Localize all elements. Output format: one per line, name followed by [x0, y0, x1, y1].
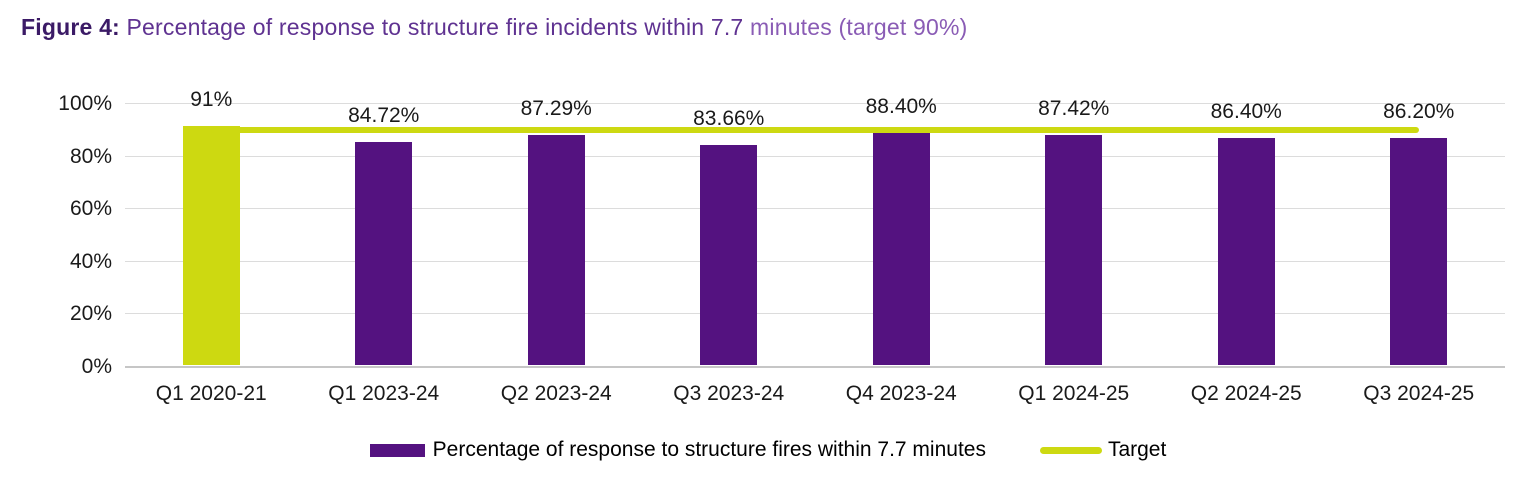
- y-tick-label: 20%: [69, 302, 112, 326]
- y-tick-label: 60%: [69, 197, 112, 221]
- legend-item-series: Percentage of response to structure fire…: [369, 438, 986, 462]
- target-line-swatch-icon: [1039, 446, 1102, 454]
- bar-q1-2024-25: [1045, 135, 1103, 365]
- legend-item-target: Target: [1039, 438, 1167, 462]
- x-tick-label: Q2 2023-24: [500, 382, 612, 405]
- x-axis-line: [125, 366, 1505, 368]
- y-tick-label: 80%: [69, 144, 112, 168]
- bar-value-label: 87.42%: [1038, 97, 1110, 121]
- plot-area: 91% 84.72% 87.29% 83.66% 88.40% 87.42% 86.40% 8…: [125, 88, 1505, 368]
- x-tick-label: Q3 2023-24: [673, 382, 785, 405]
- bar-value-label: 86.20%: [1383, 100, 1455, 124]
- legend-target-label: Target: [1107, 438, 1167, 461]
- gridline: [125, 208, 1505, 210]
- bar-series-swatch-icon: [369, 443, 425, 457]
- bar-q4-2023-24: [872, 132, 930, 365]
- gridline: [125, 260, 1505, 262]
- bar-q3-2023-24: [700, 144, 758, 365]
- y-tick-label: 0%: [81, 355, 112, 378]
- chart-title-suffix: minutes (target 90%): [750, 14, 968, 40]
- chart-title-main: Percentage of response to structure fire…: [119, 14, 751, 40]
- bar-q3-2024-25: [1390, 138, 1448, 365]
- bar-value-label: 87.29%: [520, 97, 592, 121]
- chart-title-prefix: Figure 4:: [21, 14, 120, 40]
- bar-q2-2024-25: [1217, 137, 1275, 365]
- gridline: [125, 155, 1505, 157]
- legend: Percentage of response to structure fire…: [0, 438, 1536, 462]
- bar-value-label: 86.40%: [1210, 99, 1282, 123]
- gridline: [125, 103, 1505, 104]
- x-tick-label: Q1 2020-21: [155, 382, 267, 405]
- chart-title: Figure 4: Percentage of response to stru…: [21, 14, 968, 41]
- bar-value-label: 84.72%: [348, 104, 420, 128]
- y-tick-label: 100%: [58, 92, 112, 115]
- x-tick-label: Q1 2023-24: [328, 382, 440, 405]
- y-tick-label: 40%: [69, 249, 112, 273]
- bar-value-label: 91%: [190, 87, 233, 111]
- x-tick-label: Q1 2024-25: [1018, 382, 1130, 405]
- bar-q1-2023-24: [355, 142, 413, 365]
- target-line: [211, 127, 1419, 134]
- bar-q2-2023-24: [527, 135, 585, 365]
- x-tick-label: Q3 2024-25: [1363, 382, 1475, 405]
- legend-series-label: Percentage of response to structure fire…: [432, 438, 986, 461]
- bar-q1-2020-21: [182, 125, 240, 365]
- x-tick-label: Q4 2023-24: [845, 382, 957, 405]
- gridline: [125, 313, 1505, 315]
- bar-value-label: 88.40%: [865, 94, 937, 118]
- x-tick-label: Q2 2024-25: [1190, 382, 1302, 405]
- bar-value-label: 83.66%: [693, 106, 765, 130]
